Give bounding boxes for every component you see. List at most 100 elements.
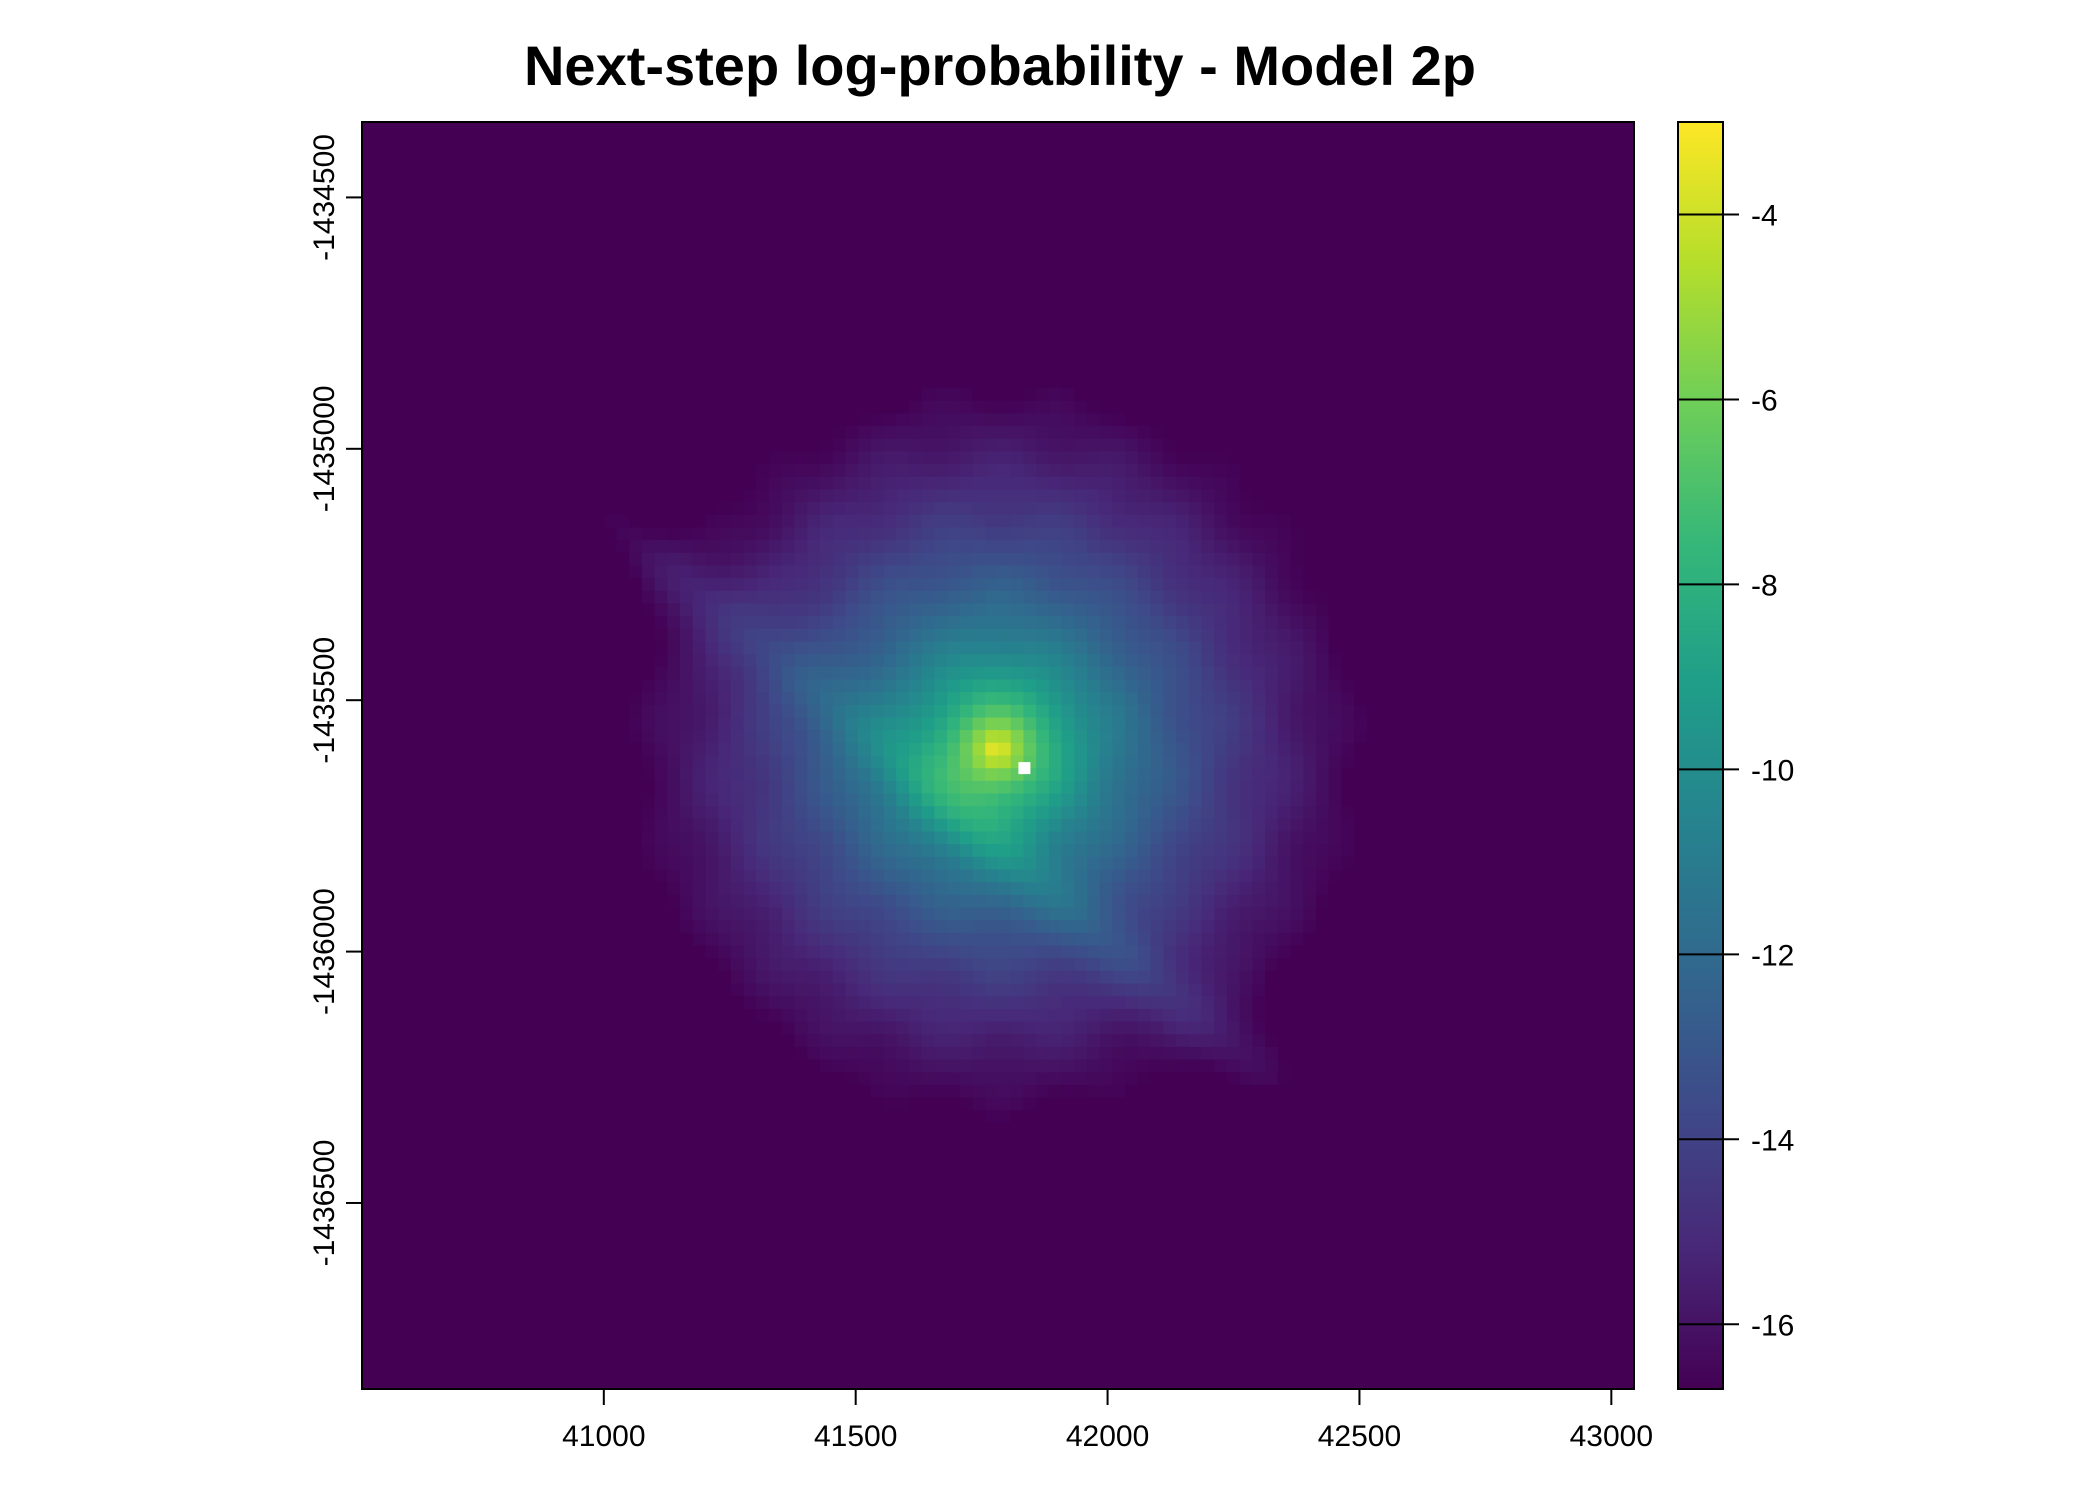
heatmap-cell [1417, 641, 1432, 655]
heatmap-cell [1583, 210, 1597, 224]
heatmap-cell [1201, 324, 1215, 338]
heatmap-cell [425, 552, 439, 567]
heatmap-cell [998, 223, 1012, 237]
heatmap-cell [578, 489, 592, 503]
heatmap-cell [1087, 223, 1101, 237]
heatmap-cell [705, 552, 719, 567]
heatmap-cell [1328, 261, 1343, 275]
heatmap-cell [1023, 337, 1037, 351]
heatmap-cell [1341, 426, 1355, 440]
heatmap-cell [959, 692, 974, 706]
heatmap-cell [565, 388, 579, 402]
heatmap-cell [845, 717, 859, 731]
heatmap-cell [425, 704, 439, 719]
heatmap-cell [1328, 210, 1343, 224]
heatmap-cell [1163, 666, 1177, 681]
heatmap-cell [1176, 299, 1190, 313]
heatmap-cell [921, 704, 935, 719]
heatmap-cell [1557, 400, 1571, 415]
heatmap-cell [1455, 324, 1470, 338]
heatmap-cell [552, 679, 567, 693]
heatmap-cell [641, 312, 656, 326]
heatmap-cell [1494, 362, 1508, 376]
heatmap-cell [858, 312, 872, 326]
heatmap-cell [501, 400, 516, 415]
heatmap-cell [794, 248, 808, 262]
heatmap-cell [705, 198, 719, 212]
heatmap-cell [1239, 210, 1253, 224]
heatmap-cell [362, 464, 376, 478]
heatmap-cell [1163, 489, 1177, 503]
heatmap-cell [1392, 122, 1406, 136]
heatmap-cell [1239, 236, 1253, 250]
heatmap-cell [1061, 565, 1075, 579]
heatmap-cell [412, 210, 427, 224]
heatmap-cell [667, 413, 681, 427]
heatmap-cell [1087, 514, 1101, 529]
heatmap-cell [1048, 692, 1063, 706]
heatmap-cell [1519, 590, 1533, 605]
heatmap-cell [692, 337, 707, 351]
heatmap-cell [1074, 692, 1088, 706]
heatmap-cell [1443, 147, 1457, 161]
heatmap-cell [807, 590, 821, 605]
heatmap-cell [514, 312, 528, 326]
heatmap-cell [552, 692, 567, 706]
heatmap-cell [934, 628, 948, 643]
heatmap-cell [1557, 641, 1571, 655]
heatmap-cell [425, 489, 439, 503]
heatmap-cell [947, 616, 961, 630]
heatmap-cell [1010, 388, 1025, 402]
heatmap-cell [1125, 185, 1139, 199]
heatmap-cell [1099, 324, 1114, 338]
heatmap-cell [959, 426, 974, 440]
heatmap-cell [629, 679, 643, 693]
heatmap-cell [1583, 438, 1597, 453]
heatmap-cell [1354, 274, 1368, 288]
heatmap-cell [1506, 198, 1521, 212]
heatmap-cell [1341, 565, 1355, 579]
heatmap-cell [692, 527, 707, 541]
heatmap-cell [641, 742, 656, 757]
heatmap-cell [1087, 717, 1101, 731]
heatmap-cell [362, 717, 376, 731]
heatmap-cell [680, 375, 694, 389]
heatmap-cell [832, 527, 846, 541]
heatmap-cell [374, 527, 389, 541]
heatmap-cell [514, 489, 528, 503]
heatmap-cell [1176, 160, 1190, 174]
heatmap-cell [896, 552, 910, 567]
heatmap-cell [1557, 565, 1571, 579]
heatmap-cell [1201, 388, 1215, 402]
heatmap-cell [743, 413, 757, 427]
heatmap-cell [1265, 603, 1279, 617]
heatmap-cell [1481, 742, 1495, 757]
heatmap-cell [1036, 147, 1050, 161]
heatmap-cell [1557, 299, 1571, 313]
heatmap-cell [1277, 742, 1292, 757]
heatmap-cell [552, 514, 567, 529]
heatmap-cell [1608, 603, 1622, 617]
heatmap-cell [998, 286, 1012, 300]
heatmap-cell [616, 742, 630, 757]
heatmap-cell [1621, 400, 1635, 415]
heatmap-cell [718, 704, 732, 719]
heatmap-cell [641, 248, 656, 262]
heatmap-cell [1506, 565, 1521, 579]
heatmap-cell [1468, 603, 1482, 617]
heatmap-cell [476, 476, 490, 491]
heatmap-cell [1048, 312, 1063, 326]
heatmap-cell [616, 185, 630, 199]
heatmap-cell [1087, 704, 1101, 719]
heatmap-cell [1316, 451, 1330, 465]
heatmap-cell [362, 362, 376, 376]
heatmap-cell [1608, 641, 1622, 655]
heatmap-cell [1366, 286, 1381, 300]
heatmap-cell [1379, 704, 1393, 719]
heatmap-cell [845, 527, 859, 541]
heatmap-cell [985, 223, 999, 237]
heatmap-cell [1544, 590, 1559, 605]
heatmap-cell [1532, 692, 1546, 706]
heatmap-cell [1532, 274, 1546, 288]
heatmap-cell [1061, 248, 1075, 262]
